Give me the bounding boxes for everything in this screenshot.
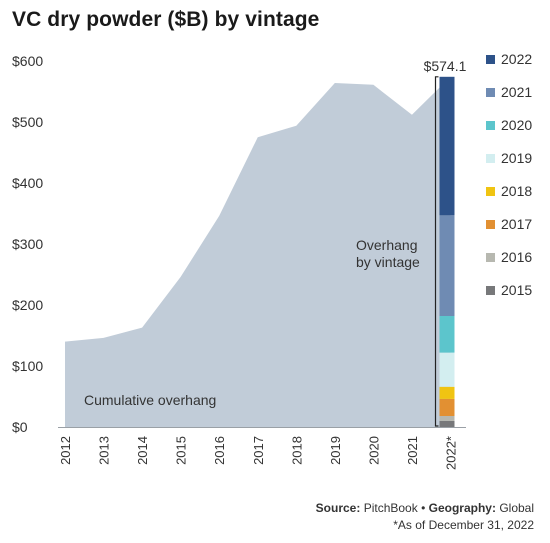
source-value: PitchBook [363, 501, 418, 515]
x-tick-label: 2019 [328, 436, 343, 465]
bar-segment-2019 [439, 352, 455, 387]
x-tick-label: 2016 [212, 436, 227, 465]
source-note: Source: PitchBook • Geography: Global [316, 501, 534, 515]
legend-label-2016: 2016 [501, 249, 532, 265]
area-label: Cumulative overhang [84, 392, 216, 408]
footer-separator: • [421, 501, 426, 515]
bracket-label-line2: by vintage [356, 254, 420, 270]
bar-segment-2021 [439, 215, 455, 316]
bar-segment-2020 [439, 316, 455, 353]
bar-segment-2015 [439, 420, 455, 427]
x-tick-label: 2013 [97, 436, 112, 465]
as-of-note: *As of December 31, 2022 [393, 518, 534, 532]
legend-label-2021: 2021 [501, 84, 532, 100]
x-tick-label: 2020 [366, 436, 381, 465]
y-tick-label: $300 [12, 236, 43, 252]
y-tick-label: $200 [12, 297, 43, 313]
bar-segment-2018 [439, 386, 455, 399]
legend-swatch-2020 [486, 121, 495, 130]
source-label: Source: [315, 501, 361, 515]
legend-label-2015: 2015 [501, 282, 532, 298]
legend-swatch-2022 [486, 55, 495, 64]
legend-swatch-2017 [486, 220, 495, 229]
x-tick-label: 2014 [135, 436, 150, 465]
y-tick-label: $400 [12, 175, 43, 191]
bracket-label-line1: Overhang [356, 237, 417, 253]
legend-label-2020: 2020 [501, 117, 532, 133]
bar-segment-2022 [439, 76, 455, 216]
dry-powder-chart: $0 $100 $200 $300 $400 $500 $600 2012 2013 2014 20… [12, 51, 532, 470]
y-tick-label: $0 [12, 419, 28, 435]
legend-label-2018: 2018 [501, 183, 532, 199]
legend-label-2019: 2019 [501, 150, 532, 166]
y-tick-label: $500 [12, 114, 43, 130]
x-tick-label: 2017 [251, 436, 266, 465]
y-tick-label: $600 [12, 53, 43, 69]
cumulative-overhang-area [65, 76, 451, 428]
bar-total-label: $574.1 [424, 58, 467, 74]
legend-swatch-2021 [486, 88, 495, 97]
x-tick-label: 2021 [405, 436, 420, 465]
bar-segment-2016 [439, 416, 455, 421]
legend-label-2022: 2022 [501, 51, 532, 67]
bar-segment-2017 [439, 398, 455, 416]
x-tick-label: 2018 [289, 436, 304, 465]
legend-swatch-2015 [486, 286, 495, 295]
x-tick-label: 2015 [174, 436, 189, 465]
legend-swatch-2019 [486, 154, 495, 163]
geography-label: Geography: [428, 501, 496, 515]
x-tick-label: 2022* [444, 436, 459, 470]
legend-label-2017: 2017 [501, 216, 532, 232]
overhang-bracket [434, 76, 439, 427]
y-tick-label: $100 [12, 358, 43, 374]
geography-value: Global [499, 501, 534, 515]
x-tick-label: 2012 [58, 436, 73, 465]
legend-swatch-2016 [486, 253, 495, 262]
legend-swatch-2018 [486, 187, 495, 196]
chart-title: VC dry powder ($B) by vintage [12, 8, 320, 31]
